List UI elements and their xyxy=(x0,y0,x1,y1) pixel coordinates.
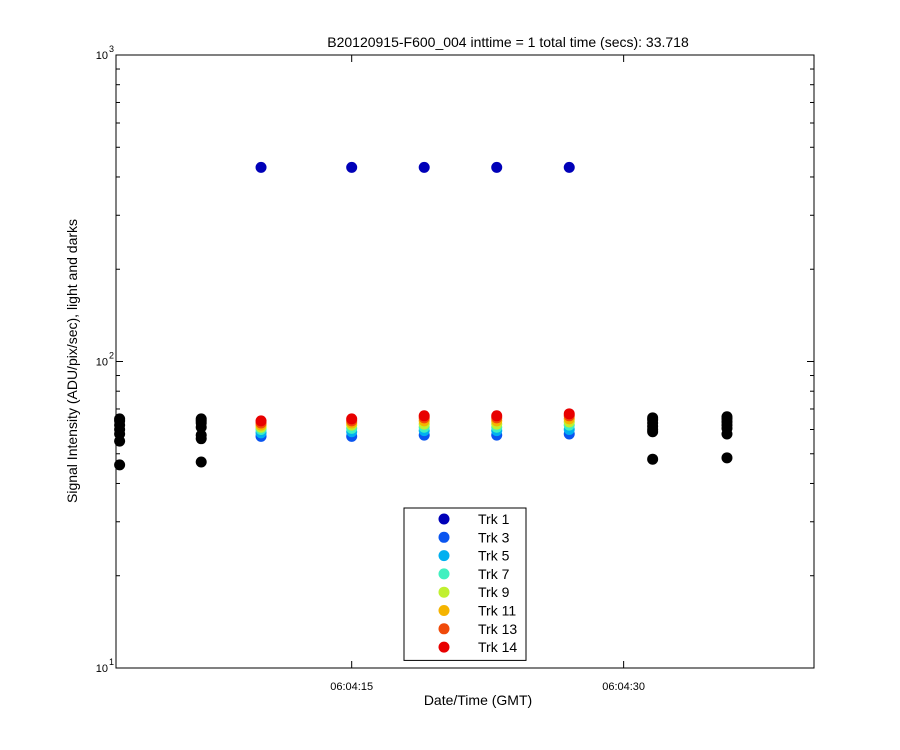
legend-marker xyxy=(438,568,450,580)
legend-label: Trk 3 xyxy=(478,529,510,545)
y-axis-label: Signal Intensity (ADU/pix/sec), light an… xyxy=(64,219,80,503)
legend-marker xyxy=(438,623,450,635)
legend-marker xyxy=(438,586,450,598)
legend-marker xyxy=(438,531,450,543)
legend-label: Trk 1 xyxy=(478,511,510,527)
legend: Trk 1 Trk 3 Trk 5 Trk 7 Trk 9 Trk 11 Trk 13 Trk… xyxy=(403,507,527,661)
y-tick-label: 10 xyxy=(96,357,108,369)
y-tick-exponent: 1 xyxy=(109,657,114,667)
x-tick-label: 06:04:15 xyxy=(330,681,373,693)
x-tick-labels: 06:04:15 06:04:30 xyxy=(330,681,645,693)
point-dark xyxy=(721,452,733,464)
point-trk-1 xyxy=(563,161,575,173)
point-trk-14 xyxy=(563,408,575,420)
point-dark xyxy=(195,456,207,468)
y-tick-label: 10 xyxy=(96,50,108,62)
point-trk-1 xyxy=(346,161,358,173)
legend-label: Trk 7 xyxy=(478,566,510,582)
point-dark xyxy=(647,412,659,424)
legend-marker xyxy=(438,605,450,616)
point-dark xyxy=(647,453,659,465)
legend-marker xyxy=(438,641,450,653)
point-trk-1 xyxy=(418,161,430,173)
point-trk-1 xyxy=(491,161,503,173)
y-tick-exponent: 3 xyxy=(109,44,114,54)
legend-box xyxy=(403,507,527,661)
legend-label: Trk 13 xyxy=(478,621,517,637)
axis-ticks xyxy=(116,54,814,669)
point-trk-1 xyxy=(255,161,267,173)
x-axis-label: Date/Time (GMT) xyxy=(424,692,532,708)
legend-label: Trk 14 xyxy=(478,639,517,655)
point-dark xyxy=(114,413,126,425)
legend-label: Trk 5 xyxy=(478,548,510,564)
x-tick-label: 06:04:30 xyxy=(602,681,645,693)
y-tick-exponent: 2 xyxy=(109,351,114,361)
legend-marker xyxy=(438,550,450,562)
point-trk-14 xyxy=(255,415,267,427)
point-dark xyxy=(721,411,733,423)
point-trk-14 xyxy=(491,410,503,422)
point-dark xyxy=(114,459,126,471)
chart-title: B20120915-F600_004 inttime = 1 total tim… xyxy=(327,34,689,50)
point-trk-14 xyxy=(418,410,430,422)
y-tick-label: 10 xyxy=(96,663,108,675)
point-dark xyxy=(195,413,207,425)
legend-label: Trk 11 xyxy=(478,603,516,619)
point-dark xyxy=(195,429,207,441)
data-points xyxy=(114,161,733,471)
legend-marker xyxy=(438,513,450,525)
point-trk-14 xyxy=(346,413,358,425)
legend-label: Trk 9 xyxy=(478,584,510,600)
